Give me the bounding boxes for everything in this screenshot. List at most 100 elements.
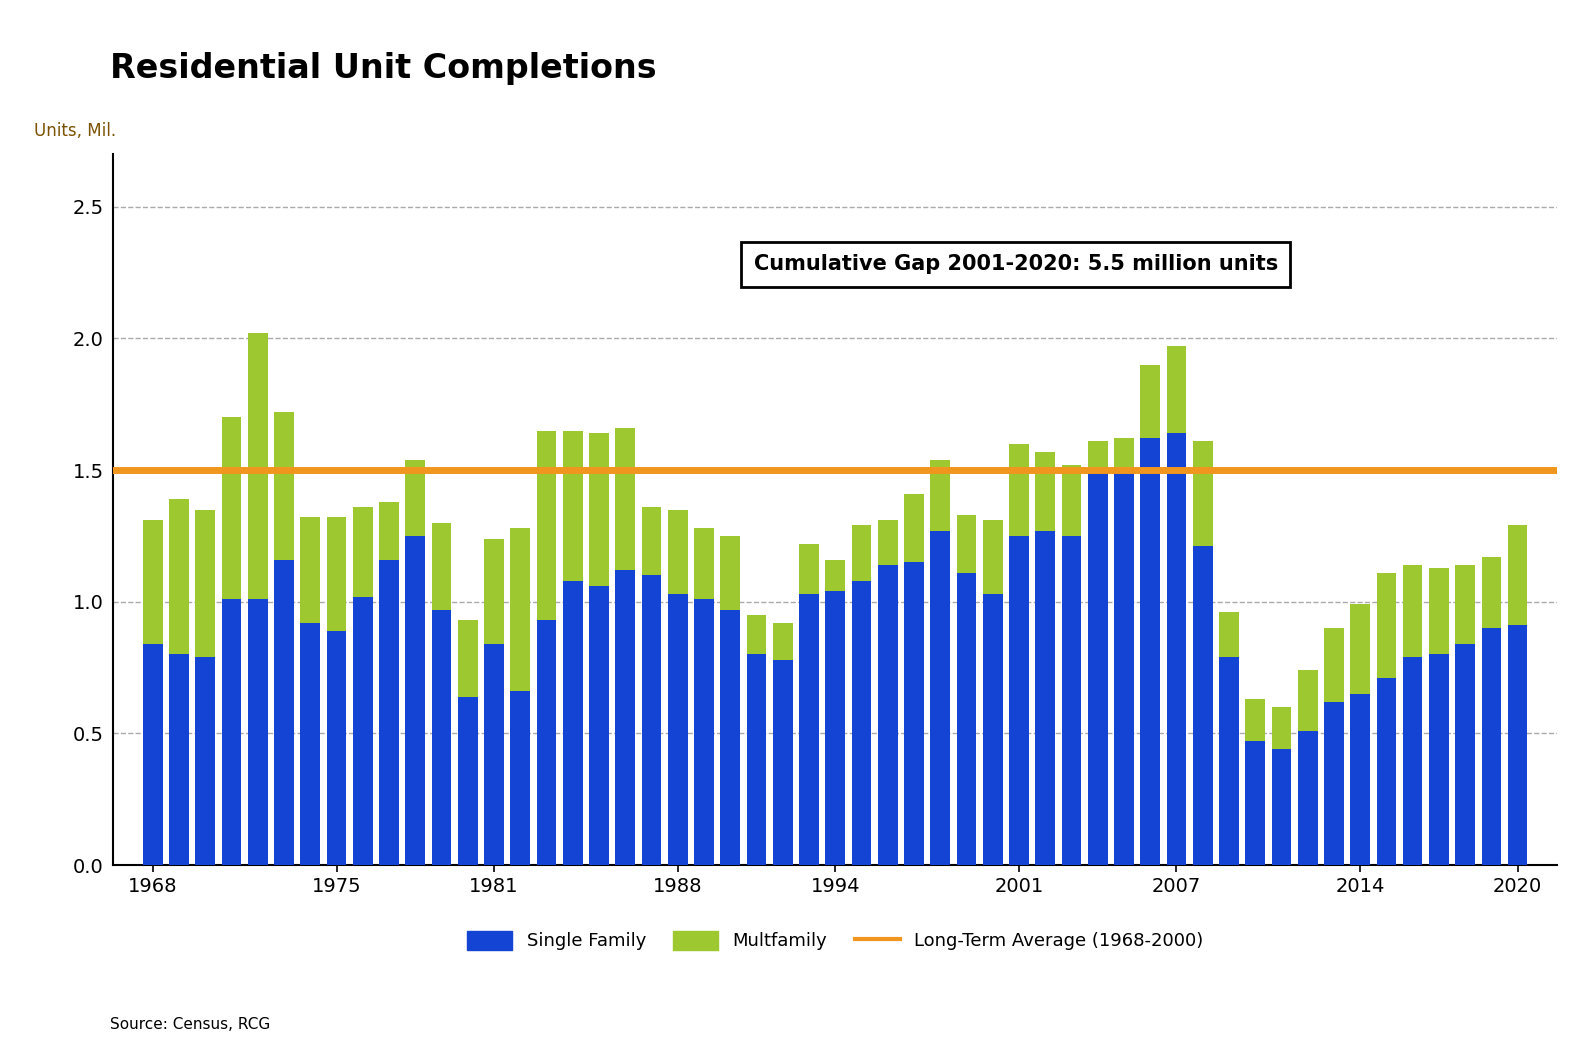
Bar: [354, 507, 373, 596]
Bar: [1402, 657, 1423, 866]
Bar: [195, 657, 215, 866]
Bar: [825, 560, 846, 591]
Bar: [773, 660, 792, 866]
Bar: [274, 412, 294, 560]
Bar: [668, 594, 687, 866]
Bar: [1350, 694, 1369, 866]
Bar: [484, 539, 505, 643]
Bar: [1272, 707, 1291, 749]
Bar: [222, 599, 242, 866]
Bar: [327, 631, 346, 866]
Bar: [1218, 612, 1239, 657]
Bar: [1272, 749, 1291, 866]
Bar: [1218, 657, 1239, 866]
Bar: [957, 515, 976, 573]
Text: Source: Census, RCG: Source: Census, RCG: [110, 1018, 270, 1032]
Bar: [695, 528, 714, 599]
Bar: [1377, 573, 1396, 678]
Bar: [1377, 678, 1396, 866]
Bar: [1088, 441, 1108, 471]
Bar: [1429, 654, 1449, 866]
Bar: [904, 563, 924, 866]
Bar: [484, 643, 505, 866]
Bar: [327, 518, 346, 631]
Bar: [720, 610, 740, 866]
Bar: [1166, 433, 1187, 866]
Bar: [641, 575, 662, 866]
Bar: [379, 560, 399, 866]
Bar: [1140, 438, 1160, 866]
Bar: [1245, 741, 1265, 866]
Bar: [563, 581, 583, 866]
Bar: [877, 565, 898, 866]
Bar: [379, 502, 399, 560]
Bar: [1481, 628, 1501, 866]
Legend: Single Family, Multfamily, Long-Term Average (1968-2000): Single Family, Multfamily, Long-Term Ave…: [461, 924, 1210, 958]
Bar: [274, 560, 294, 866]
Bar: [1298, 730, 1317, 866]
Bar: [904, 494, 924, 563]
Bar: [563, 431, 583, 581]
Bar: [222, 417, 242, 599]
Bar: [1456, 643, 1475, 866]
Bar: [799, 594, 819, 866]
Bar: [432, 610, 451, 866]
Bar: [511, 692, 530, 866]
Bar: [877, 520, 898, 565]
Bar: [457, 620, 478, 697]
Bar: [590, 433, 608, 586]
Bar: [511, 528, 530, 692]
Bar: [1193, 546, 1212, 866]
Bar: [406, 536, 424, 866]
Bar: [143, 643, 162, 866]
Bar: [170, 499, 189, 654]
Bar: [143, 520, 162, 643]
Bar: [1193, 441, 1212, 546]
Bar: [1009, 536, 1028, 866]
Text: Cumulative Gap 2001-2020: 5.5 million units: Cumulative Gap 2001-2020: 5.5 million un…: [753, 255, 1278, 275]
Bar: [195, 509, 215, 657]
Bar: [931, 459, 949, 530]
Bar: [248, 599, 267, 866]
Bar: [1298, 671, 1317, 730]
Bar: [1036, 530, 1055, 866]
Bar: [1402, 565, 1423, 657]
Bar: [720, 536, 740, 610]
Bar: [747, 654, 766, 866]
Bar: [957, 573, 976, 866]
Bar: [406, 459, 424, 536]
Bar: [1140, 365, 1160, 438]
Bar: [773, 623, 792, 660]
Bar: [1350, 605, 1369, 694]
Bar: [1061, 536, 1082, 866]
Bar: [1115, 471, 1133, 866]
Bar: [432, 523, 451, 610]
Bar: [1166, 346, 1187, 433]
Bar: [536, 620, 556, 866]
Bar: [982, 520, 1003, 594]
Text: Residential Unit Completions: Residential Unit Completions: [110, 52, 657, 85]
Bar: [1508, 525, 1528, 626]
Bar: [354, 596, 373, 866]
Text: Units, Mil.: Units, Mil.: [35, 122, 116, 139]
Bar: [1481, 556, 1501, 628]
Bar: [1036, 452, 1055, 530]
Bar: [457, 697, 478, 866]
Bar: [668, 509, 687, 594]
Bar: [1061, 465, 1082, 536]
Bar: [300, 518, 321, 623]
Bar: [1245, 699, 1265, 741]
Bar: [1508, 626, 1528, 866]
Bar: [852, 525, 871, 581]
Bar: [1429, 568, 1449, 654]
Bar: [300, 623, 321, 866]
Bar: [825, 591, 846, 866]
Bar: [1009, 443, 1028, 536]
Bar: [852, 581, 871, 866]
Bar: [747, 615, 766, 654]
Bar: [1324, 702, 1344, 866]
Bar: [799, 544, 819, 594]
Bar: [615, 570, 635, 866]
Bar: [1088, 471, 1108, 866]
Bar: [170, 654, 189, 866]
